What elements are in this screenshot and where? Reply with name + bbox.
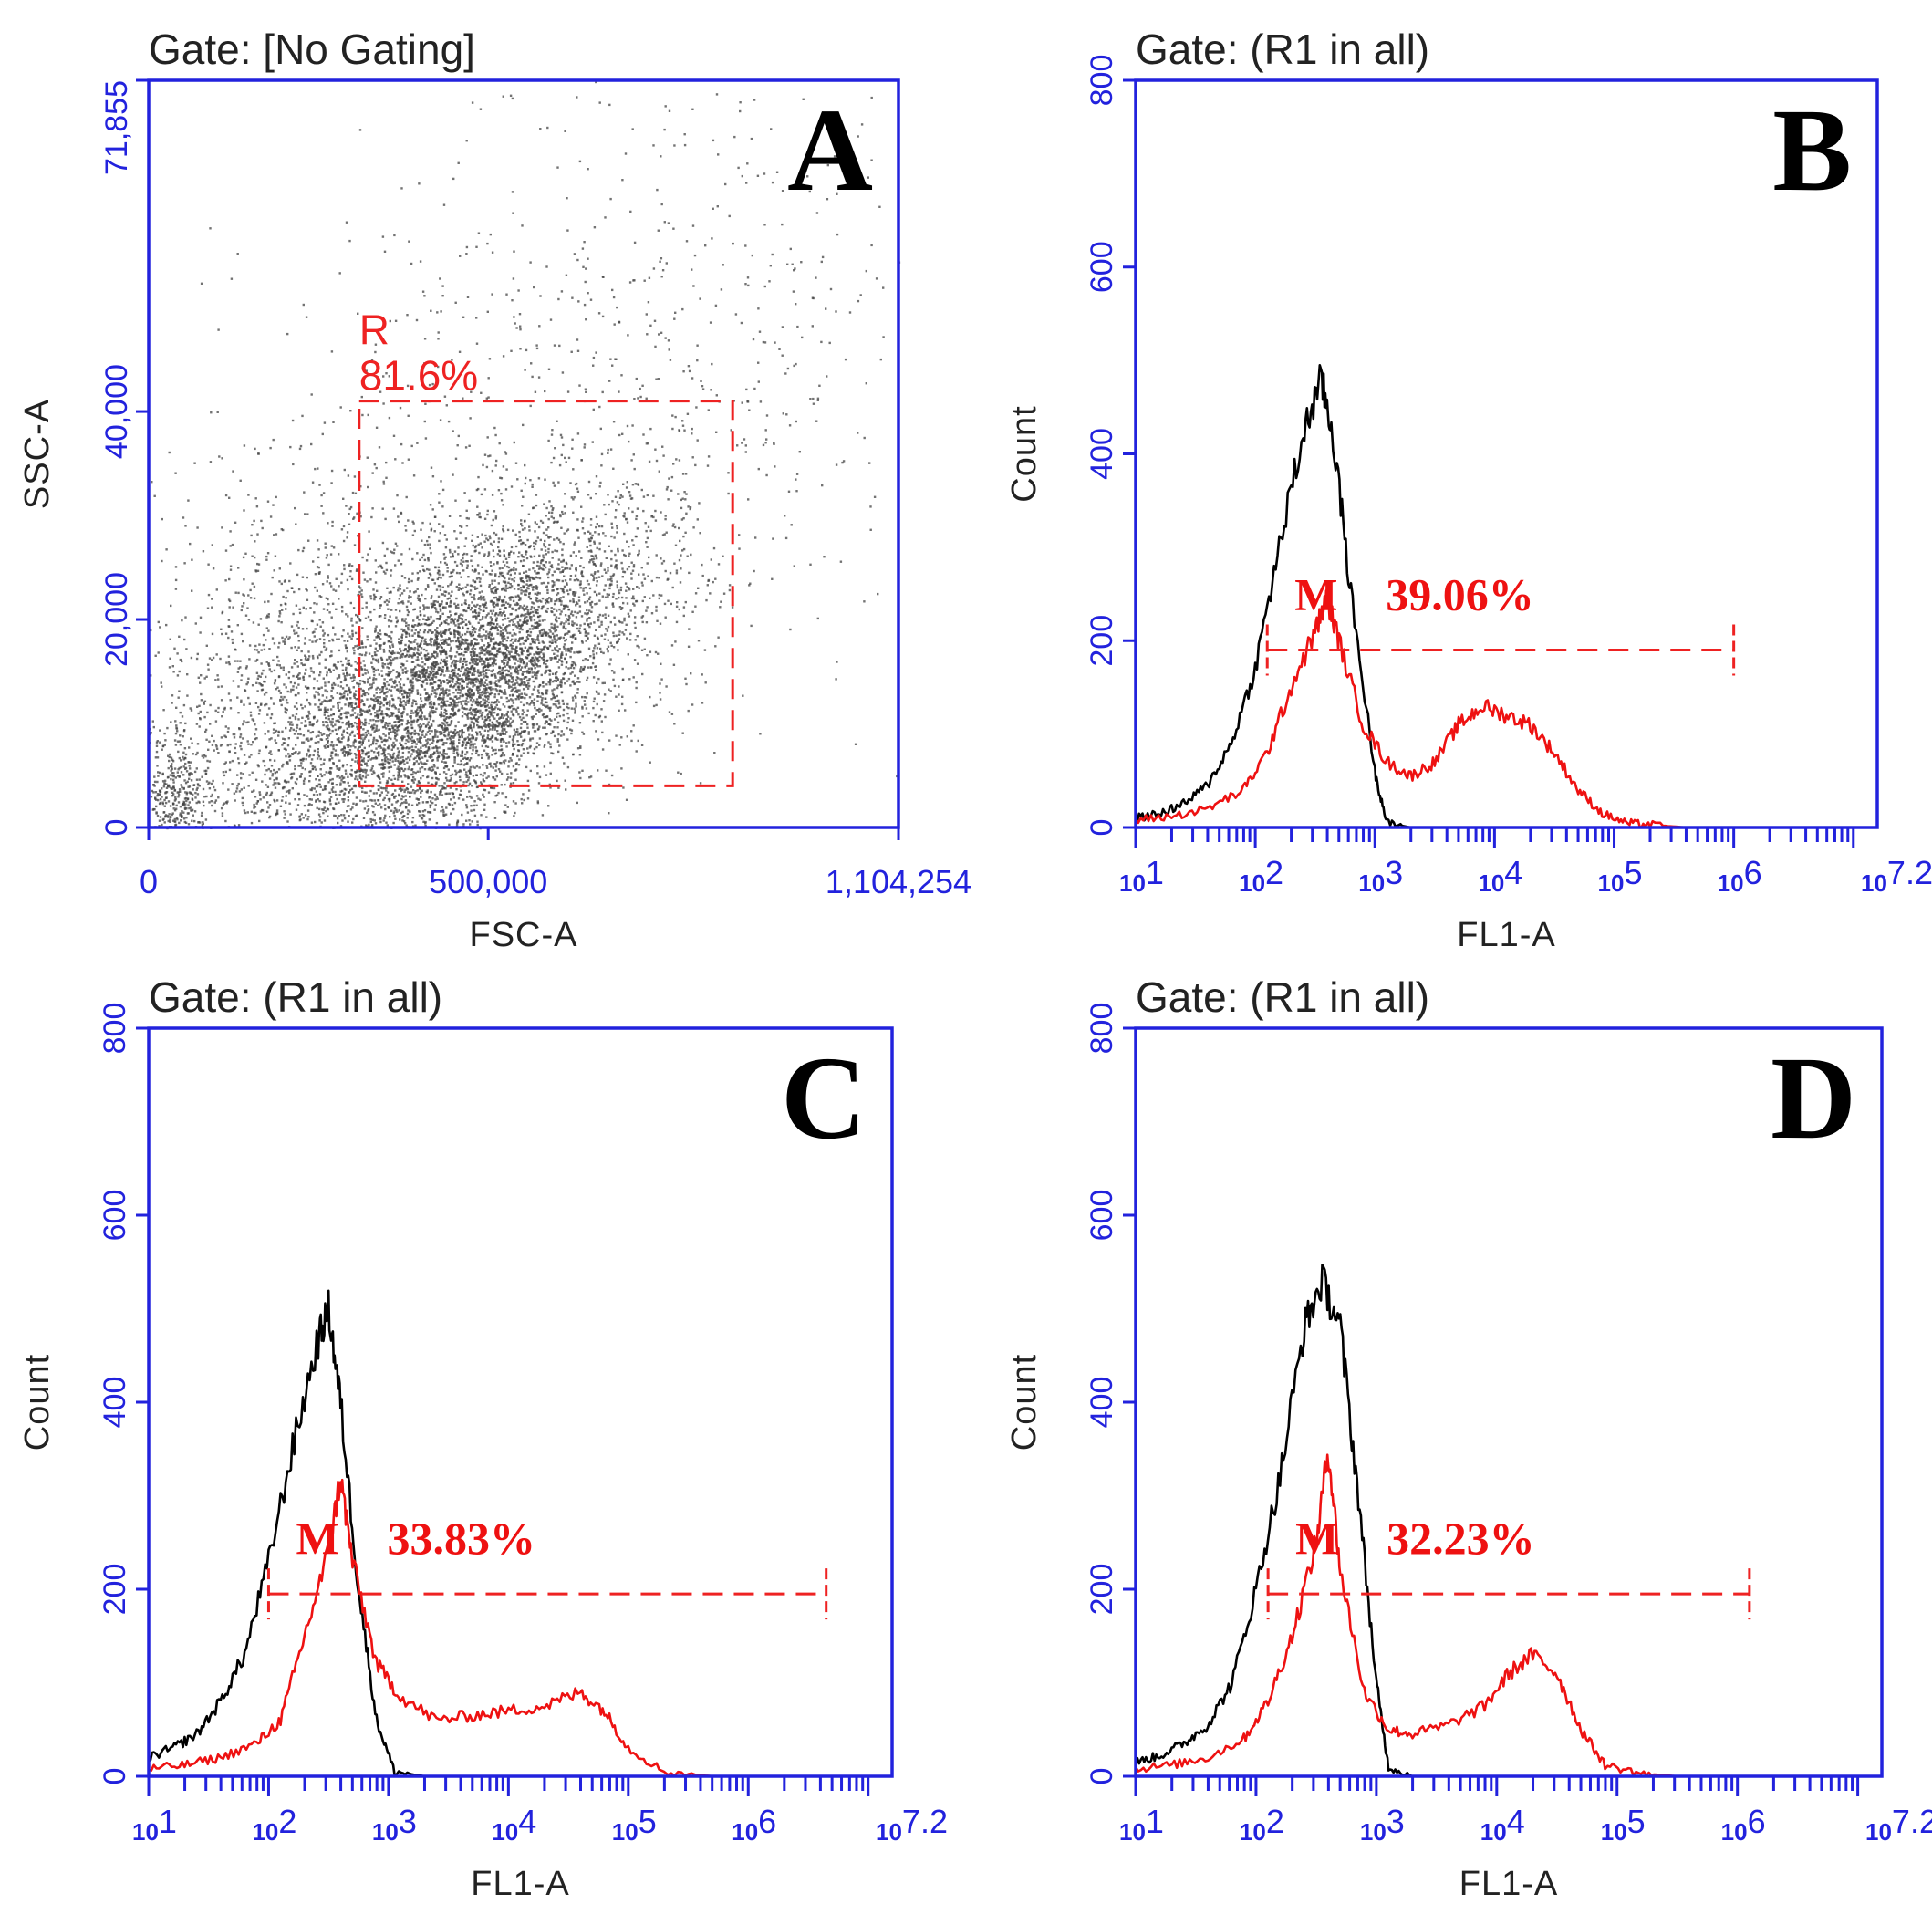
panel-letter: C xyxy=(781,1033,867,1164)
y-axis-label: SSC-A xyxy=(18,399,57,509)
marker-name: M xyxy=(1295,1513,1338,1564)
x-tick-label: 105 xyxy=(1598,854,1643,897)
x-tick-label: 101 xyxy=(1119,854,1164,897)
plot-frame xyxy=(147,1026,894,1778)
x-tick-label: 104 xyxy=(1478,854,1522,897)
gate-title: Gate: (R1 in all) xyxy=(1136,973,1429,1021)
x-tick-label: 103 xyxy=(372,1803,417,1846)
y-tick-label: 400 xyxy=(98,1377,132,1429)
x-tick-label: 103 xyxy=(1358,854,1403,897)
x-tick-label: 0 xyxy=(140,863,158,900)
x-tick-label: 102 xyxy=(1240,1803,1284,1846)
sample-histogram-line xyxy=(1134,1453,1714,1778)
gate-title: Gate: (R1 in all) xyxy=(149,973,442,1021)
marker-percent: 39.06% xyxy=(1386,568,1534,619)
plot-frame xyxy=(1134,1026,1884,1778)
x-axis-label: FL1-A xyxy=(471,1865,569,1903)
y-tick-label: 0 xyxy=(1085,1768,1119,1785)
x-tick-label: 106 xyxy=(1721,1803,1766,1846)
x-tick-label: 104 xyxy=(492,1803,536,1846)
gate-title: Gate: [No Gating] xyxy=(149,26,475,73)
y-tick-label: 0 xyxy=(98,1768,132,1785)
x-tick-label: 107.2 xyxy=(1865,1803,1932,1846)
y-tick-label: 800 xyxy=(1085,55,1119,107)
x-tick-label: 500,000 xyxy=(429,863,547,900)
y-tick-label: 200 xyxy=(1085,1564,1119,1616)
x-tick-label: 107.2 xyxy=(1861,854,1932,897)
x-tick-label: 102 xyxy=(1239,854,1283,897)
y-tick-label: 800 xyxy=(1085,1003,1119,1055)
x-tick-label: 101 xyxy=(132,1803,177,1846)
x-tick-label: 105 xyxy=(1601,1803,1646,1846)
y-tick-label: 0 xyxy=(99,819,134,837)
panel-letter: B xyxy=(1772,85,1852,216)
y-tick-label: 600 xyxy=(98,1190,132,1242)
y-tick-label: 800 xyxy=(98,1003,132,1055)
panel-letter: D xyxy=(1771,1033,1856,1164)
y-tick-label: 0 xyxy=(1085,819,1119,837)
x-minor-ticks xyxy=(1134,1776,1860,1796)
x-tick-label: 104 xyxy=(1480,1803,1525,1846)
y-tick-label: 400 xyxy=(1085,1377,1119,1429)
x-tick-label: 1,104,254 xyxy=(826,863,971,900)
y-tick-label: 40,000 xyxy=(99,364,134,459)
y-axis-label: Count xyxy=(1005,405,1044,502)
panel-letter: A xyxy=(787,85,873,216)
y-tick-label: 20,000 xyxy=(99,572,134,667)
y-tick-label: 600 xyxy=(1085,241,1119,293)
gate-name: R xyxy=(359,307,390,354)
y-tick-label: 600 xyxy=(1085,1190,1119,1242)
x-tick-label: 103 xyxy=(1360,1803,1405,1846)
sample-histogram-line xyxy=(1134,589,1687,829)
x-tick-label: 105 xyxy=(612,1803,657,1846)
chart-panel-c: Gate: (R1 in all) 101 102 103 104 105 106 107.2… xyxy=(18,973,948,1903)
scatter-dots xyxy=(149,80,901,830)
y-tick-label: 400 xyxy=(1085,428,1119,480)
marker-name: M xyxy=(296,1513,338,1564)
y-tick-label: 200 xyxy=(1085,615,1119,667)
sample-histogram-line xyxy=(148,1478,749,1778)
chart-panel-a: Gate: [No Gating] R81.6% 0 500,000 1,104,254… xyxy=(18,26,971,954)
x-minor-ticks xyxy=(1134,827,1855,848)
x-axis-label: FL1-A xyxy=(1459,1865,1558,1903)
y-axis-label: Count xyxy=(18,1354,57,1451)
marker-name: M xyxy=(1294,568,1337,619)
x-tick-label: 102 xyxy=(252,1803,296,1846)
x-axis-label: FL1-A xyxy=(1457,916,1555,954)
y-axis-label: Count xyxy=(1005,1354,1044,1451)
x-tick-label: 101 xyxy=(1119,1803,1164,1846)
chart-panel-d: Gate: (R1 in all) 101 102 103 104 105 106 107.2… xyxy=(1005,973,1932,1903)
y-tick-label: 200 xyxy=(98,1564,132,1616)
chart-panel-b: Gate: (R1 in all) 101 102 103 104 105 106 107.2… xyxy=(1005,26,1932,954)
plot-frame xyxy=(147,78,900,829)
x-tick-label: 107.2 xyxy=(876,1803,948,1846)
x-axis-label: FSC-A xyxy=(470,916,578,954)
x-minor-ticks xyxy=(147,1776,870,1796)
x-tick-label: 106 xyxy=(732,1803,776,1846)
gate-title: Gate: (R1 in all) xyxy=(1136,26,1429,73)
gate-percent: 81.6% xyxy=(359,352,478,400)
y-tick-label: 71,855 xyxy=(99,80,134,175)
gate-region-r xyxy=(358,400,734,787)
marker-percent: 32.23% xyxy=(1387,1513,1535,1564)
x-tick-label: 106 xyxy=(1718,854,1762,897)
marker-percent: 33.83% xyxy=(387,1513,535,1564)
plot-frame xyxy=(1134,78,1879,829)
